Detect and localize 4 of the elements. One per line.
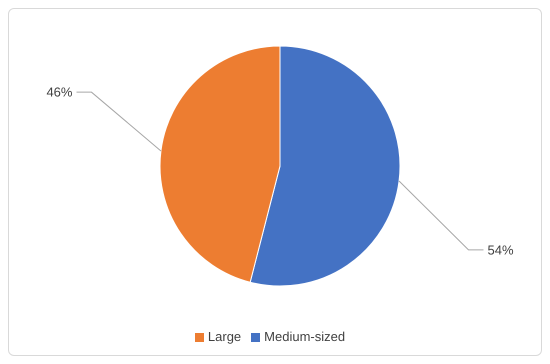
data-label: 46% [46, 84, 73, 100]
legend-label: Medium-sized [264, 329, 346, 344]
legend-label: Large [208, 329, 242, 344]
data-label: 54% [488, 242, 514, 258]
